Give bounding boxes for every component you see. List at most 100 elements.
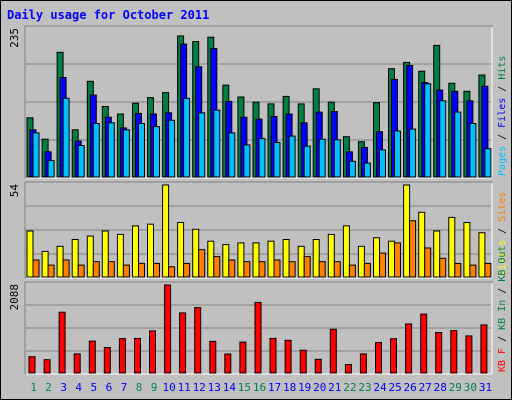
bar-hits-pages: [484, 148, 492, 178]
bar-hits-pages: [138, 123, 145, 178]
bar-kbytes-kbytes: [420, 313, 428, 374]
bar-visits-visits: [252, 242, 260, 278]
tick-label-day: 25: [388, 381, 401, 394]
tick-label-day: 10: [162, 381, 175, 394]
bar-kbytes-kbytes: [164, 284, 172, 374]
bar-visits-sites: [153, 262, 160, 278]
bar-kbytes-kbytes: [43, 359, 51, 374]
tick-label-day: 20: [313, 381, 326, 394]
bar-hits-pages: [273, 141, 281, 178]
bar-visits-sites: [258, 261, 266, 278]
bar-kbytes-kbytes: [269, 337, 277, 374]
bar-hits-pages: [77, 145, 85, 178]
bar-visits-sites: [107, 261, 115, 278]
legend-separator: /: [497, 282, 508, 300]
legend-entry: Pages: [497, 146, 508, 176]
bar-hits-pages: [47, 160, 55, 178]
bar-hits-pages: [318, 138, 326, 178]
legend-entry: KB In: [497, 300, 508, 330]
bar-visits-visits: [267, 240, 275, 278]
bar-kbytes-kbytes: [435, 332, 443, 374]
bar-visits-visits: [297, 245, 305, 278]
panel-kbytes-legend: KB F / KB In / KB Out: [497, 246, 508, 372]
bar-hits-pages: [32, 132, 40, 178]
panel-visits-legend: Visits / Sites: [497, 192, 508, 276]
panel-kbytes-ymax-label: 2088: [8, 284, 21, 311]
bar-hits-pages: [379, 149, 386, 178]
bar-visits-sites: [77, 264, 85, 278]
bar-hits-pages: [303, 145, 311, 178]
bar-visits-sites: [213, 256, 221, 278]
tick-label-day: 27: [419, 381, 432, 394]
bar-visits-sites: [484, 262, 492, 278]
bar-hits-pages: [122, 129, 130, 178]
bar-visits-visits: [403, 184, 411, 278]
legend-entry: KB Out: [497, 246, 508, 282]
tick-label-day: 19: [298, 381, 311, 394]
chart-title: Daily usage for October 2011: [7, 8, 209, 22]
tick-label-day: 22: [343, 381, 356, 394]
bar-visits-sites: [122, 264, 130, 278]
bar-kbytes-kbytes: [194, 307, 202, 374]
tick-label-day: 6: [106, 381, 113, 394]
bar-hits-pages: [168, 119, 176, 178]
tick-label-day: 7: [121, 381, 128, 394]
bar-kbytes-kbytes: [103, 347, 111, 374]
bar-hits-pages: [213, 109, 221, 178]
tick-label-day: 5: [90, 381, 97, 394]
bar-hits-pages: [107, 122, 115, 178]
bar-visits-sites: [454, 262, 462, 278]
bar-visits-visits: [448, 216, 456, 278]
bar-kbytes-kbytes: [134, 337, 141, 374]
bar-visits-sites: [47, 264, 55, 278]
tick-label-day: 26: [403, 381, 416, 394]
bar-visits-sites: [363, 262, 371, 278]
legend-entry: KB F: [497, 348, 508, 372]
bar-hits-pages: [348, 160, 356, 178]
bar-hits-pages: [424, 83, 432, 178]
bar-visits-sites: [32, 259, 40, 278]
bar-hits-pages: [288, 135, 296, 178]
bar-visits-visits: [342, 225, 350, 278]
tick-label-day: 9: [151, 381, 158, 394]
legend-entry: Hits: [497, 56, 508, 80]
bar-visits-sites: [183, 262, 191, 278]
bar-hits-pages: [183, 97, 191, 178]
legend-separator: /: [497, 80, 508, 98]
bar-visits-visits: [357, 245, 365, 278]
bar-visits-sites: [469, 264, 477, 278]
bar-hits-pages: [228, 132, 236, 178]
bar-visits-visits: [177, 222, 185, 278]
legend-separator: /: [497, 222, 508, 240]
panel-hits-ymax-label: 235: [8, 28, 21, 48]
bar-kbytes-kbytes: [359, 353, 367, 374]
bar-visits-visits: [282, 239, 290, 278]
bar-kbytes-kbytes: [88, 340, 96, 374]
bar-visits-visits: [56, 245, 64, 278]
tick-label-day: 23: [358, 381, 371, 394]
bar-visits-sites: [198, 249, 206, 278]
bar-visits-sites: [243, 261, 251, 278]
bar-visits-visits: [26, 230, 34, 278]
tick-label-day: 1: [30, 381, 37, 394]
bar-visits-sites: [62, 259, 70, 278]
bar-kbytes-kbytes: [58, 311, 66, 374]
legend-entry: Sites: [497, 192, 508, 222]
bar-kbytes-kbytes: [73, 353, 81, 374]
bar-hits-pages: [394, 130, 401, 178]
bar-hits-pages: [409, 128, 417, 178]
bar-kbytes-kbytes: [149, 330, 156, 374]
tick-label-day: 14: [223, 381, 237, 394]
bar-visits-visits: [147, 223, 154, 278]
bar-visits-sites: [92, 261, 100, 278]
bar-visits-sites: [424, 247, 432, 278]
bar-visits-sites: [273, 259, 281, 278]
bar-visits-visits: [463, 222, 471, 278]
bar-hits-pages: [454, 111, 462, 178]
bar-visits-visits: [101, 230, 109, 278]
bar-kbytes-kbytes: [239, 341, 247, 374]
bar-hits-pages: [198, 112, 206, 178]
tick-label-day: 13: [208, 381, 221, 394]
tick-label-day: 18: [283, 381, 296, 394]
